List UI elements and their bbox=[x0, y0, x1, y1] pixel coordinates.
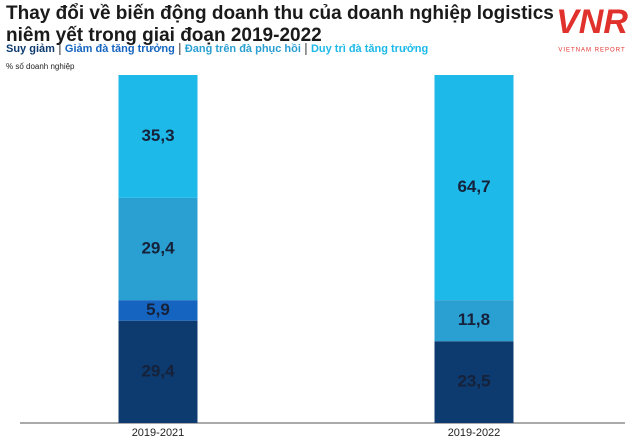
y-axis-label: % số doanh nghiệp bbox=[6, 62, 75, 71]
value-label: 29,4 bbox=[141, 238, 175, 257]
legend-entry: Đang trên đà phục hồi bbox=[185, 43, 301, 55]
logo-name: VIETNAM REPORT bbox=[558, 48, 625, 54]
value-label: 64,7 bbox=[457, 177, 490, 196]
bar-segment bbox=[118, 300, 198, 321]
legend-entry: Suy giảm bbox=[6, 43, 55, 55]
chart-title: Thay đổi về biến động doanh thu của doan… bbox=[6, 3, 554, 24]
legend-entry: Duy trì đà tăng trưởng bbox=[311, 43, 428, 55]
bar-segment bbox=[434, 300, 514, 342]
value-label: 29,4 bbox=[141, 361, 175, 380]
legend: Suy giảm Giảm đà tăng trưởng Đang trên đà … bbox=[6, 43, 428, 55]
bar-segment bbox=[118, 197, 198, 301]
bar-segment bbox=[118, 75, 198, 198]
x-tick-label: 2019-2021 bbox=[132, 427, 185, 439]
chart-title: niêm yết trong giai đoạn 2019-2022 bbox=[6, 25, 322, 46]
value-label: 23,5 bbox=[457, 372, 490, 391]
value-label: 11,8 bbox=[458, 310, 490, 329]
logo-mark: VNR bbox=[556, 3, 628, 41]
value-label: 35,3 bbox=[141, 126, 174, 145]
value-label: 5,9 bbox=[146, 300, 170, 319]
legend-entry: Giảm đà tăng trưởng bbox=[65, 43, 175, 55]
bar-segment bbox=[434, 75, 514, 301]
bar-segment bbox=[118, 320, 198, 423]
x-tick-label: 2019-2022 bbox=[448, 427, 501, 439]
bar-segment bbox=[434, 341, 514, 423]
